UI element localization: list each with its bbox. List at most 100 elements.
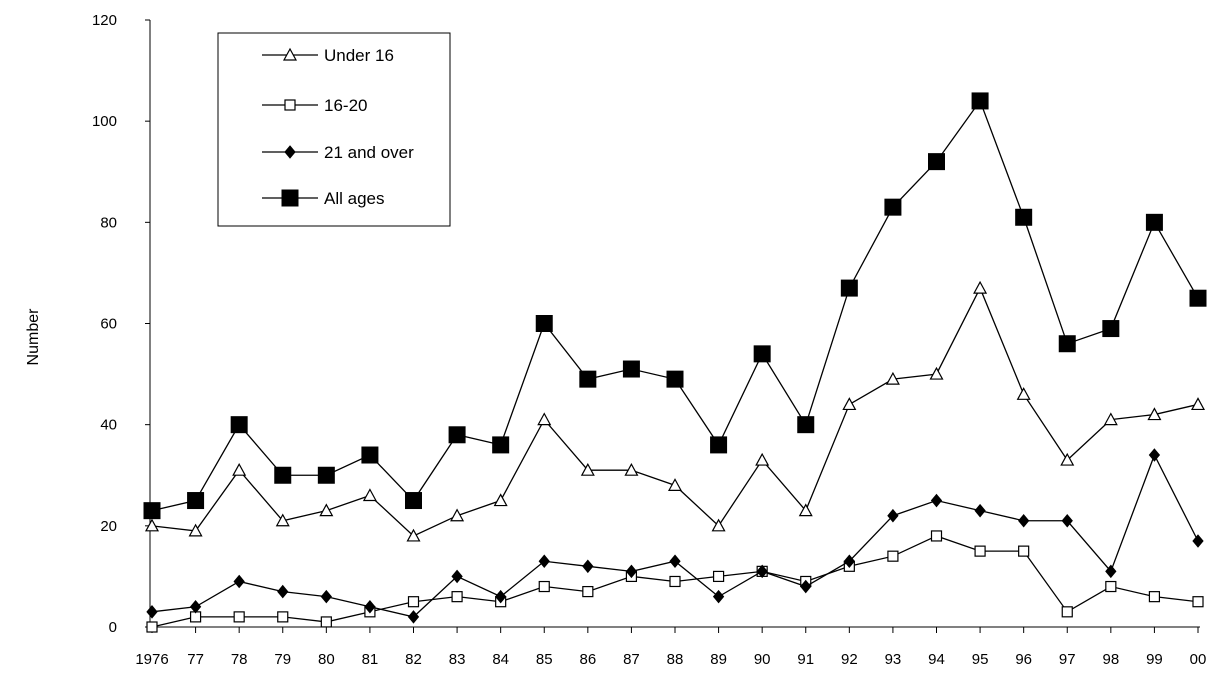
x-tick-label: 90 [754,651,771,668]
legend-marker [281,189,299,207]
series-under-16 [144,280,1206,542]
data-point-under-16 [580,462,595,476]
data-point-21-and-over [625,564,638,579]
x-tick-label: 94 [928,651,945,668]
data-point-under-16 [1103,412,1118,426]
data-point-under-16 [537,412,552,426]
data-point-under-16 [450,508,465,522]
legend-label: 21 and over [324,143,414,162]
data-point-16-20 [669,575,681,588]
x-tick-label: 84 [492,651,509,668]
x-tick-label: 83 [449,651,466,668]
data-point-all-ages [230,416,248,434]
data-point-16-20 [538,580,550,593]
x-tick-label: 98 [1102,651,1119,668]
data-point-under-16 [1060,452,1075,466]
data-point-21-and-over [669,554,681,569]
data-point-under-16 [667,478,683,491]
data-point-all-ages [1058,335,1076,353]
legend: Under 16 16-20 21 and over All ages [217,32,451,227]
x-tick-label: 79 [274,651,291,668]
data-point-all-ages [928,153,945,171]
x-tick-label: 91 [797,651,814,668]
data-point-21-and-over [930,493,943,508]
data-point-21-and-over [843,554,855,569]
data-point-21-and-over [887,508,899,523]
data-point-under-16 [885,371,900,385]
data-point-16-20 [451,591,463,603]
data-point-all-ages [492,436,510,454]
data-point-21-and-over [407,610,420,624]
data-point-all-ages [666,370,684,388]
data-point-16-20 [320,616,332,628]
data-point-21-and-over [364,599,376,614]
data-point-21-and-over [756,564,768,579]
y-tick-label: 20 [100,518,117,535]
legend-marker [282,47,298,61]
data-point-all-ages [1102,320,1120,338]
x-tick-label: 00 [1190,651,1207,668]
data-point-all-ages [187,492,205,510]
data-point-all-ages [1015,208,1033,226]
data-point-under-16 [1147,407,1162,421]
legend-marker [284,145,296,159]
data-point-21-and-over [582,559,594,574]
data-point-all-ages [622,360,640,378]
data-point-all-ages [274,466,292,484]
data-point-21-and-over [189,599,202,614]
data-point-21-and-over [451,569,463,584]
axes: 0 20 40 60 80 100 120 1976 77 78 79 80 81 82 83 84 85 86 8… [92,12,1206,668]
data-point-16-20 [1148,591,1161,603]
data-point-21-and-over [974,503,986,518]
y-axis-title: Number [25,308,42,366]
data-point-16-20 [887,550,899,562]
data-point-under-16 [929,366,944,380]
data-point-21-and-over [538,554,550,569]
data-point-all-ages [1189,289,1207,307]
legend-marker [284,99,296,111]
legend-item-under-16: Under 16 [262,46,394,65]
data-point-21-and-over [1105,564,1117,579]
data-point-all-ages [405,492,422,510]
data-point-under-16 [188,523,203,537]
data-point-under-16 [362,488,377,502]
data-point-21-and-over [1018,513,1030,528]
x-tick-label: 96 [1015,651,1032,668]
legend-box [217,32,451,227]
data-point-21-and-over [320,589,332,604]
data-point-all-ages [840,279,858,297]
data-point-all-ages [1145,213,1163,231]
series-group [143,92,1207,633]
x-tick-label: 85 [536,651,553,668]
data-point-16-20 [712,570,725,583]
legend-item-all-ages: All ages [262,189,384,208]
series-21-and-over [146,448,1204,624]
data-point-16-20 [930,530,943,542]
data-point-16-20 [974,545,986,557]
x-tick-label: 82 [405,651,422,668]
x-tick-label: 86 [579,651,596,668]
data-point-under-16 [144,518,160,532]
data-point-all-ages [971,92,989,110]
x-tick-label: 80 [318,651,335,668]
data-point-all-ages [579,370,597,388]
x-tick-label: 93 [885,651,902,668]
data-point-21-and-over [800,579,812,594]
data-point-under-16 [1016,387,1031,400]
x-tick-label: 1976 [135,651,168,668]
data-point-21-and-over [712,589,725,604]
legend-label: All ages [324,189,384,208]
data-point-21-and-over [233,574,245,589]
data-point-21-and-over [146,605,158,619]
data-point-21-and-over [1148,448,1161,462]
x-tick-label: 78 [231,651,248,668]
data-point-all-ages [797,416,815,434]
x-tick-label: 89 [710,651,727,668]
x-tick-label: 95 [972,651,989,668]
legend-label: Under 16 [324,46,394,65]
data-point-under-16 [319,503,334,517]
data-point-all-ages [535,315,553,332]
data-point-under-16 [406,528,421,542]
data-point-16-20 [407,596,420,608]
